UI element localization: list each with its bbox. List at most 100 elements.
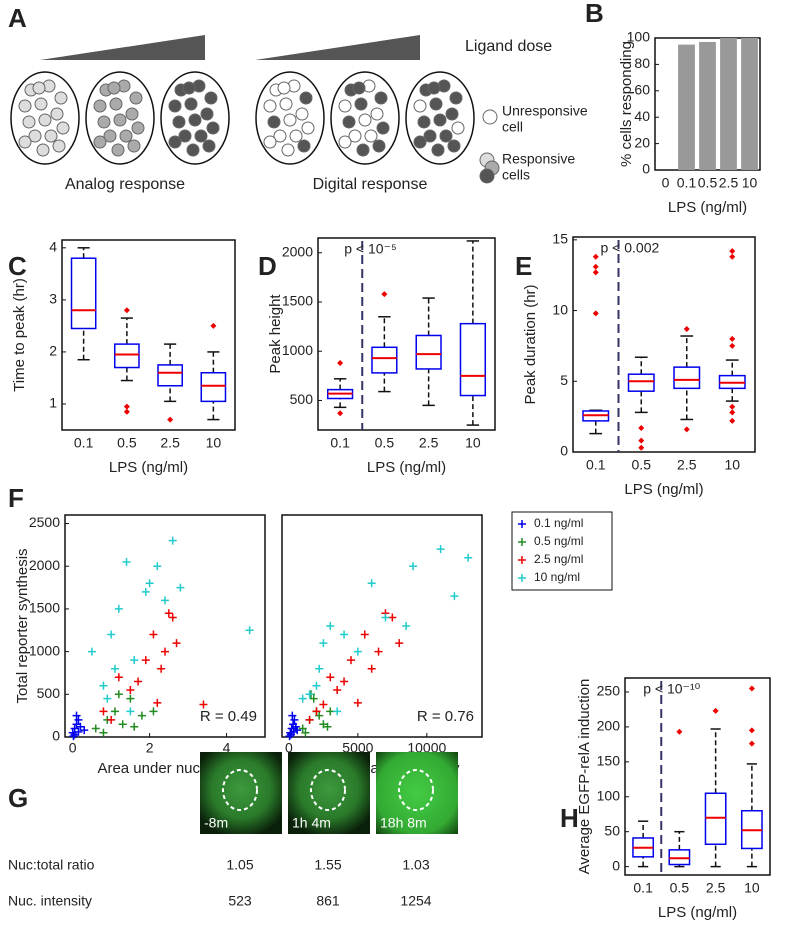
point xyxy=(323,722,332,731)
x-tick-label: 10 xyxy=(744,880,760,896)
x-tick-label: 0.5 xyxy=(375,435,395,451)
point xyxy=(298,724,307,733)
y-axis-label: Total reporter synthesis xyxy=(14,548,31,703)
cell-dot xyxy=(188,113,202,127)
x-tick-label: 10 xyxy=(206,435,222,451)
cell-dot xyxy=(338,99,352,113)
point xyxy=(130,656,139,665)
cell-dot xyxy=(54,91,68,105)
point xyxy=(319,639,328,648)
point xyxy=(141,587,150,596)
cell-dot xyxy=(36,143,50,157)
y-tick-label: 1500 xyxy=(29,600,60,616)
point xyxy=(301,728,310,737)
cell-dot xyxy=(206,121,220,135)
panel-label: H xyxy=(560,803,579,833)
outlier xyxy=(748,685,755,692)
row-value: 523 xyxy=(228,893,252,909)
cell-dot xyxy=(93,99,107,113)
y-axis-label: Peak height xyxy=(267,294,284,374)
point xyxy=(326,673,335,682)
plot-frame xyxy=(281,514,483,738)
outlier xyxy=(592,253,599,260)
box xyxy=(70,257,97,330)
y-axis-label: Time to peak (hr) xyxy=(11,278,28,392)
cell-dot xyxy=(28,129,42,143)
x-axis-label: LPS (ng/ml) xyxy=(624,481,703,498)
cell-dot xyxy=(125,107,139,121)
annotation: p < 0.002 xyxy=(601,240,660,256)
outlier xyxy=(638,424,645,431)
point xyxy=(326,707,335,716)
outlier xyxy=(337,360,344,367)
cell-dot xyxy=(348,129,362,143)
cell-dot xyxy=(56,121,70,135)
dose-wedge xyxy=(255,35,420,60)
point xyxy=(309,694,318,703)
digital-label: Digital response xyxy=(313,176,428,193)
legend-marker xyxy=(518,556,526,564)
point xyxy=(464,553,473,562)
point xyxy=(157,664,166,673)
row-value: 1.05 xyxy=(226,857,253,873)
outlier xyxy=(748,740,755,747)
bar xyxy=(678,44,695,170)
y-tick-label: 500 xyxy=(290,391,314,407)
x-tick-label: 0.5 xyxy=(670,880,690,896)
outlier xyxy=(712,707,719,714)
point xyxy=(298,694,307,703)
cell-dot xyxy=(354,97,368,111)
x-tick-label: 10 xyxy=(724,457,740,473)
point xyxy=(346,656,355,665)
point xyxy=(402,622,411,630)
point xyxy=(134,677,143,686)
point xyxy=(199,700,208,709)
cell-dot xyxy=(93,135,107,149)
cell-dot xyxy=(295,107,309,121)
cell-dot xyxy=(131,121,145,135)
cell-dot xyxy=(449,91,463,105)
y-axis-label: Average EGFP-relA induction xyxy=(576,679,593,875)
outlier xyxy=(729,248,736,255)
y-tick-label: 2500 xyxy=(29,514,60,530)
point xyxy=(381,613,390,622)
point xyxy=(137,711,146,720)
point xyxy=(176,583,185,592)
point xyxy=(395,639,404,648)
cell-dot xyxy=(129,91,143,105)
bar xyxy=(699,41,716,171)
point xyxy=(130,722,139,731)
cell-dot xyxy=(182,81,196,95)
point xyxy=(126,694,135,703)
x-tick-label: 0.1 xyxy=(586,457,606,473)
annotation: p < 10⁻¹⁰ xyxy=(643,681,700,697)
point xyxy=(450,592,459,601)
point xyxy=(118,720,127,729)
x-tick-label: 0.5 xyxy=(632,457,652,473)
point xyxy=(72,711,81,720)
cell-dot xyxy=(413,135,427,149)
x-tick-label: 0 xyxy=(662,175,670,191)
outlier xyxy=(683,426,690,433)
cell-dot xyxy=(38,113,52,127)
cell-dot xyxy=(178,129,192,143)
cell-dot xyxy=(423,129,437,143)
panel-label: C xyxy=(8,251,27,281)
x-tick-label: 0.5 xyxy=(698,175,718,191)
point xyxy=(107,715,116,724)
cell-dot xyxy=(18,135,32,149)
outlier xyxy=(729,403,736,410)
cell-dot xyxy=(356,143,370,157)
y-tick-label: 2000 xyxy=(282,243,313,259)
legend-text: Responsive xyxy=(502,151,575,167)
point xyxy=(141,656,150,665)
x-axis-label: LPS (ng/ml) xyxy=(668,199,747,216)
row-value: 1254 xyxy=(400,893,431,909)
cell-dot xyxy=(202,139,216,153)
cell-dot xyxy=(267,115,281,129)
point xyxy=(87,647,96,656)
outlier xyxy=(381,291,388,298)
cell-dot xyxy=(34,97,48,111)
y-tick-label: 40 xyxy=(634,108,650,124)
